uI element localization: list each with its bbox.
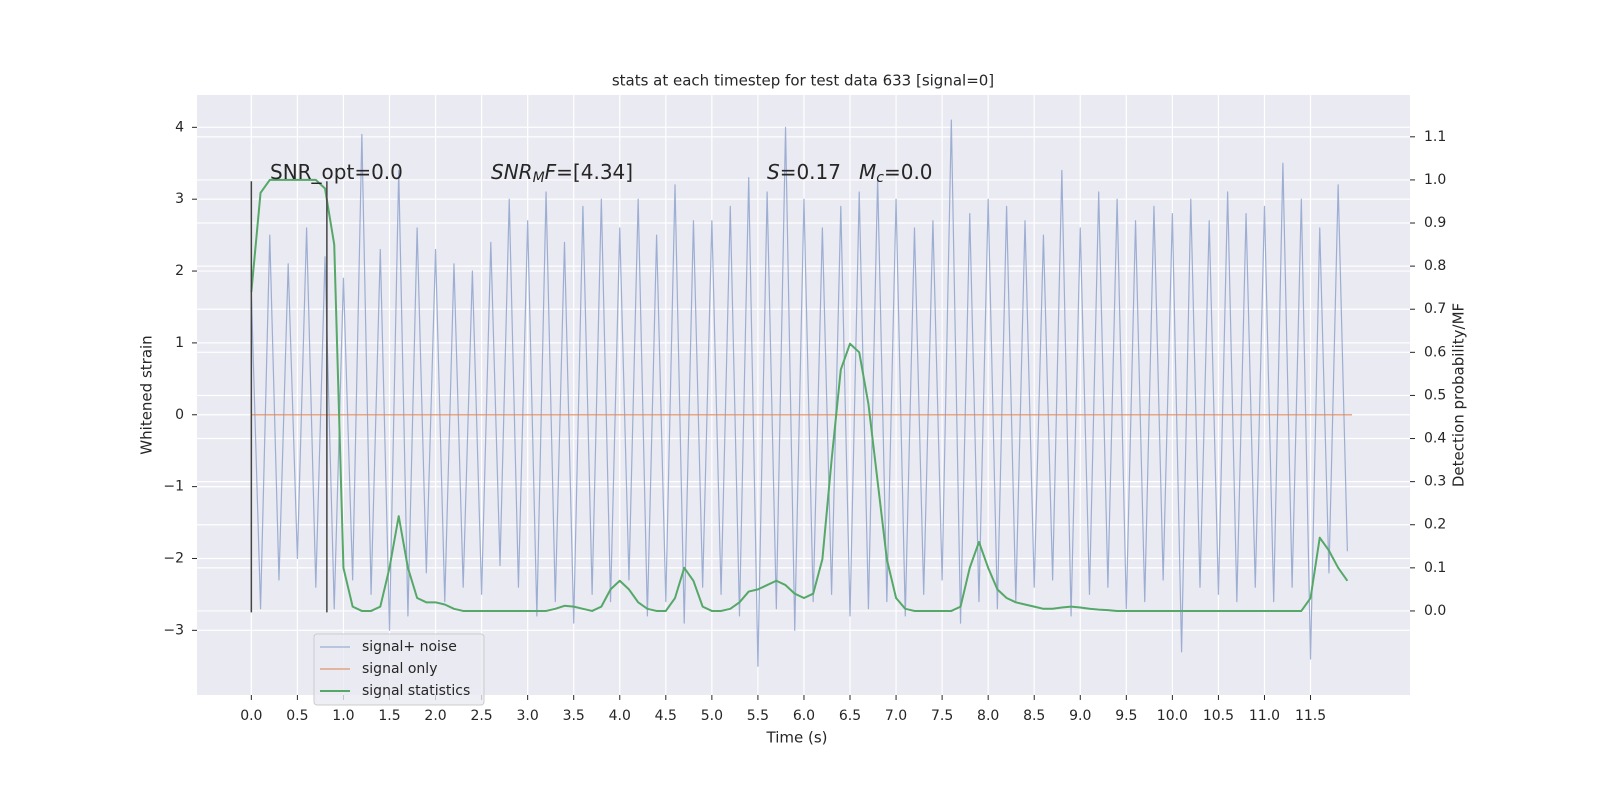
x-tick-label: 11.5 xyxy=(1295,708,1326,724)
legend-box xyxy=(313,633,485,706)
y2-axis-label: Detection probability/MF xyxy=(1450,303,1468,487)
y-tick-label: −1 xyxy=(163,479,184,495)
x-axis-label: Time (s) xyxy=(766,729,828,747)
y2-tick-label: 0.7 xyxy=(1424,301,1446,317)
x-tick-label: 11.0 xyxy=(1249,708,1280,724)
annotation-part: =[4.34] xyxy=(556,160,633,184)
x-tick-label: 10.5 xyxy=(1203,708,1234,724)
annotation-part: F xyxy=(545,160,557,184)
y-tick-label: −2 xyxy=(163,550,184,566)
x-tick-label: 5.5 xyxy=(747,708,769,724)
annotation-part: M xyxy=(533,170,545,186)
y-tick-label: 1 xyxy=(175,335,184,351)
x-tick-label: 0.5 xyxy=(286,708,308,724)
y2-tick-label: 0.0 xyxy=(1424,603,1446,619)
marks xyxy=(250,119,1352,667)
y2-tick-label: 0.8 xyxy=(1424,258,1446,274)
y-tick-label: −3 xyxy=(163,622,184,638)
y-axis-label: Whitened strain xyxy=(138,335,156,454)
legend-label: signal only xyxy=(362,661,437,677)
x-tick-label: 6.5 xyxy=(839,708,861,724)
series-line xyxy=(250,178,1349,612)
x-tick-label: 9.5 xyxy=(1115,708,1137,724)
y2-tick-label: 0.4 xyxy=(1424,431,1446,447)
y2-tick-label: 0.9 xyxy=(1424,215,1446,231)
legend-label: signal statistics xyxy=(362,683,470,699)
y-tick-label: 0 xyxy=(175,407,184,423)
y2-tick-label: 0.3 xyxy=(1424,474,1446,490)
annotation: SNR_opt=0.0 xyxy=(270,160,403,184)
x-tick-label: 7.0 xyxy=(885,708,907,724)
annotation-part: =0.17 xyxy=(780,160,841,184)
x-tick-label: 10.0 xyxy=(1157,708,1188,724)
annotation: S=0.17 xyxy=(767,160,841,184)
x-tick-label: 8.5 xyxy=(1023,708,1045,724)
y-tick-label: 4 xyxy=(175,119,184,135)
x-tick-label: 6.0 xyxy=(793,708,815,724)
annotation-part: SNR_opt=0.0 xyxy=(270,160,403,184)
annotation-part: =0.0 xyxy=(884,160,933,184)
x-tick-label: 1.5 xyxy=(378,708,400,724)
x-tick-label: 9.0 xyxy=(1069,708,1091,724)
x-tick-label: 8.0 xyxy=(977,708,999,724)
y-tick-label: 2 xyxy=(175,263,184,279)
annotation-part: M xyxy=(859,160,876,184)
y2-tick-label: 0.6 xyxy=(1424,344,1446,360)
y2-tick-label: 0.1 xyxy=(1424,560,1446,576)
x-tick-label: 1.0 xyxy=(332,708,354,724)
x-tick-label: 4.0 xyxy=(609,708,631,724)
annotation: SNRMF=[4.34] xyxy=(491,160,633,187)
annotation-part: c xyxy=(876,170,884,186)
y2-tick-label: 0.5 xyxy=(1424,387,1446,403)
x-tick-label: 2.0 xyxy=(424,708,446,724)
y2-tick-label: 1.1 xyxy=(1424,129,1446,145)
x-tick-label: 7.5 xyxy=(931,708,953,724)
legend-label: signal+ noise xyxy=(362,639,457,655)
x-tick-label: 5.0 xyxy=(701,708,723,724)
x-tick-label: 4.5 xyxy=(655,708,677,724)
annotation-part: S xyxy=(767,160,780,184)
x-tick-label: 0.0 xyxy=(240,708,262,724)
x-tick-label: 3.0 xyxy=(517,708,539,724)
y-tick-label: 3 xyxy=(175,191,184,207)
annotation-part: SNR xyxy=(491,160,533,184)
annotation: Mc=0.0 xyxy=(859,160,933,187)
x-tick-label: 2.5 xyxy=(470,708,492,724)
y2-tick-label: 1.0 xyxy=(1424,172,1446,188)
chart-title: stats at each timestep for test data 633… xyxy=(612,72,994,90)
x-tick-label: 3.5 xyxy=(563,708,585,724)
y2-tick-label: 0.2 xyxy=(1424,517,1446,533)
